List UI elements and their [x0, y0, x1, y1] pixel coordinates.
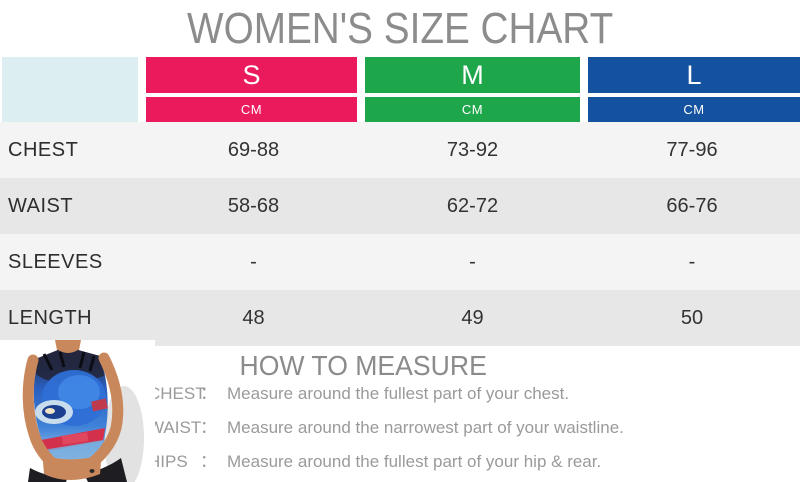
measure-text-chest: Measure around the fullest part of your … — [227, 384, 570, 403]
size-header-s: S — [146, 57, 357, 93]
table-row-sleeves: SLEEVES - - - — [0, 234, 800, 290]
measure-text-waist: Measure around the narrowest part of you… — [227, 418, 624, 437]
title-bar: WOMEN'S SIZE CHART — [0, 0, 800, 57]
measure-line-hips: HIPS ： Measure around the fullest part of … — [148, 450, 601, 474]
cell-chest-s: 69-88 — [227, 138, 280, 161]
cell-waist-s: 58-68 — [227, 194, 280, 217]
row-label-waist: WAIST — [8, 194, 74, 217]
how-to-measure-title: HOW TO MEASURE — [239, 350, 487, 381]
size-label-s: S — [242, 59, 261, 90]
measure-label-hips: HIPS — [148, 452, 188, 471]
table-row-waist: WAIST 58-68 62-72 66-76 — [0, 178, 800, 234]
size-header-l: L — [588, 57, 800, 93]
unit-cell-s: CM — [146, 97, 357, 122]
table-row-chest: CHEST 69-88 73-92 77-96 — [0, 122, 800, 178]
row-label-sleeves: SLEEVES — [8, 250, 103, 273]
unit-label: CM — [461, 102, 484, 117]
cell-length-s: 48 — [242, 306, 265, 329]
size-label-l: L — [686, 59, 702, 90]
model-photo-illustration — [0, 340, 155, 482]
measure-label-waist: WAIST — [148, 418, 202, 437]
cell-chest-l: 77-96 — [666, 138, 718, 161]
measure-label-chest: CHEST — [148, 384, 206, 403]
cell-length-m: 49 — [461, 306, 484, 329]
measure-colon: ： — [200, 384, 217, 403]
size-label-m: M — [461, 59, 484, 90]
unit-label: CM — [683, 102, 705, 117]
header-empty-cell — [2, 57, 138, 122]
size-header-m: M — [365, 57, 580, 93]
measure-colon: ： — [200, 418, 217, 437]
row-label-chest: CHEST — [8, 138, 79, 161]
measure-text-hips: Measure around the fullest part of your … — [227, 452, 602, 471]
cell-waist-m: 62-72 — [446, 194, 499, 217]
size-table-header: S M L CM CM CM — [0, 57, 800, 122]
unit-cell-m: CM — [365, 97, 580, 122]
table-row-length: LENGTH 48 49 50 — [0, 290, 800, 346]
how-to-measure-text-block: HOW TO MEASURE CHEST： Measure around the … — [148, 346, 624, 482]
cell-length-l: 50 — [680, 306, 704, 329]
row-label-length: LENGTH — [8, 306, 93, 329]
cell-chest-m: 73-92 — [446, 138, 499, 161]
cell-sleeves-l: - — [688, 250, 696, 273]
how-to-measure-section: HOW TO MEASURE CHEST： Measure around the … — [0, 346, 800, 482]
measure-line-waist: WAIST： Measure around the narrowest part … — [148, 416, 624, 440]
cell-sleeves-m: - — [469, 250, 476, 273]
model-photo — [0, 340, 155, 482]
cell-waist-l: 66-76 — [666, 194, 718, 217]
measure-colon: ： — [200, 452, 217, 471]
unit-label: CM — [240, 102, 263, 117]
measure-line-chest: CHEST： Measure around the fullest part of… — [148, 382, 578, 406]
page-title: WOMEN'S SIZE CHART — [186, 3, 614, 53]
unit-cell-l: CM — [588, 97, 800, 122]
cell-sleeves-s: - — [250, 250, 257, 273]
